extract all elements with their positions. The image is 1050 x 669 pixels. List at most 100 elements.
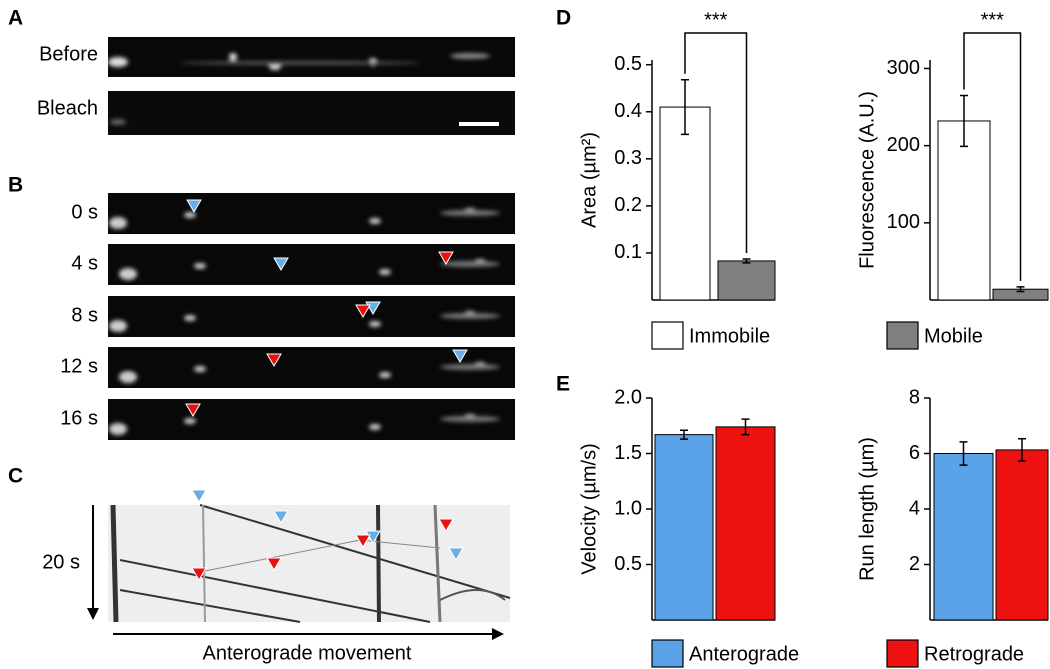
legend-swatch <box>651 321 684 350</box>
row-label: 0 s <box>71 201 98 223</box>
y-tick-label: 1.5 <box>614 442 642 464</box>
arrowhead <box>87 608 99 620</box>
panel-letter: D <box>556 7 571 30</box>
row-label: 8 s <box>71 304 98 326</box>
punctum <box>369 218 381 224</box>
punctum <box>379 372 391 378</box>
arrowhead <box>448 547 464 561</box>
error-bar <box>1016 286 1025 293</box>
scale-bar <box>459 122 499 126</box>
arrowhead <box>273 510 289 524</box>
arrowhead <box>452 349 468 363</box>
legend-swatch <box>651 639 684 668</box>
significance: *** <box>704 9 728 31</box>
punctum <box>119 371 137 383</box>
error-bar <box>741 418 750 436</box>
arrowhead <box>365 530 381 544</box>
significance-bracket <box>963 32 1022 281</box>
arrowhead <box>355 534 371 548</box>
punctum <box>440 261 500 267</box>
puncta <box>119 362 500 383</box>
punctum <box>194 263 206 269</box>
y-tick-label: 0.2 <box>614 194 642 216</box>
punctum <box>440 210 500 216</box>
arrowhead <box>438 518 454 532</box>
panel-letter: A <box>8 7 23 30</box>
row-label: Before <box>39 43 98 65</box>
bar <box>659 106 711 301</box>
row-label: 12 s <box>60 355 98 377</box>
y-tick-label: 0.1 <box>614 241 642 263</box>
y-tick-label: 200 <box>887 134 920 156</box>
puncta <box>109 208 500 229</box>
punctum <box>109 217 127 229</box>
bar <box>654 434 714 621</box>
legend-label: Immobile <box>689 325 770 347</box>
punctum <box>184 315 196 321</box>
significance: *** <box>981 9 1005 31</box>
punctum <box>440 416 500 422</box>
row-label: 16 s <box>60 407 98 429</box>
panel-letter: C <box>8 465 23 488</box>
error-bar <box>960 94 968 148</box>
significance-bracket <box>684 32 748 254</box>
time-label: 20 s <box>42 551 80 573</box>
arrowhead <box>492 628 504 640</box>
punctum <box>194 366 206 372</box>
y-axis-label: Run length (µm) <box>856 437 878 581</box>
y-tick-label: 8 <box>909 386 920 408</box>
y-tick-label: 0.5 <box>614 553 642 575</box>
y-axis-label: Area (µm²) <box>578 132 600 228</box>
y-tick-label: 4 <box>909 497 920 519</box>
punctum <box>440 313 500 319</box>
error-bar <box>742 258 751 264</box>
panel-letter: B <box>8 174 23 197</box>
arrowhead <box>266 557 282 571</box>
punctum <box>109 423 127 435</box>
y-tick-label: 6 <box>909 442 920 464</box>
punctum <box>369 321 381 327</box>
arrowhead <box>438 251 454 265</box>
row-label: Bleach <box>37 97 98 119</box>
y-tick-label: 2.0 <box>614 386 642 408</box>
error-bar <box>1018 438 1026 462</box>
arrowhead <box>186 199 202 213</box>
punctum <box>119 268 137 280</box>
error-bar <box>680 429 688 440</box>
punctum <box>369 424 381 430</box>
y-tick-label: 100 <box>887 211 920 233</box>
y-axis-label: Fluorescence (A.U.) <box>856 91 878 269</box>
y-tick-label: 2 <box>909 553 920 575</box>
legend-label: Anterograde <box>689 643 799 665</box>
legend-label: Retrograde <box>924 643 1024 665</box>
puncta <box>119 259 500 280</box>
y-tick-label: 0.4 <box>614 100 642 122</box>
puncta <box>108 53 490 125</box>
bar <box>937 120 991 301</box>
bar <box>933 453 994 621</box>
legend-swatch <box>886 321 919 350</box>
bar <box>995 449 1049 621</box>
punctum <box>109 320 127 332</box>
punctum <box>184 212 196 218</box>
panel-letter: E <box>556 373 570 396</box>
micrograph <box>108 37 515 77</box>
puncta <box>109 414 500 435</box>
arrowhead <box>266 353 282 367</box>
arrowhead <box>191 489 207 503</box>
legend-label: Mobile <box>924 325 983 347</box>
axis-label: Anterograde movement <box>202 642 411 664</box>
legend-swatch <box>886 639 919 668</box>
punctum <box>184 418 196 424</box>
y-tick-label: 0.5 <box>614 53 642 75</box>
arrowhead <box>273 257 289 271</box>
image-panels <box>87 37 515 640</box>
error-bar <box>959 441 968 466</box>
puncta <box>109 311 500 332</box>
micrograph <box>108 91 515 135</box>
punctum <box>440 364 500 370</box>
y-tick-label: 1.0 <box>614 497 642 519</box>
y-tick-label: 300 <box>887 57 920 79</box>
y-tick-label: 0.3 <box>614 147 642 169</box>
